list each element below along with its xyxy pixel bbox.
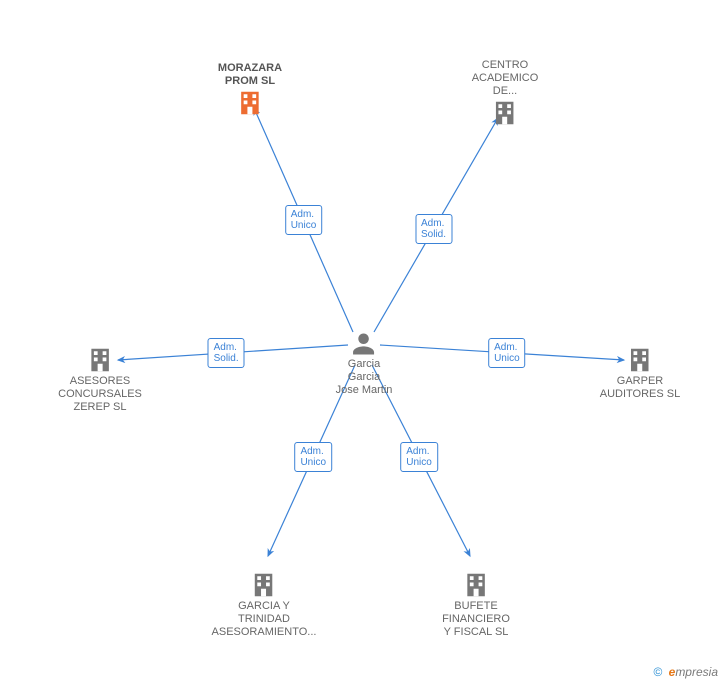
- person-icon: [350, 330, 378, 358]
- node-label: GARCIA Y TRINIDAD ASESORAMIENTO...: [212, 600, 317, 639]
- node-label: CENTRO ACADEMICO DE...: [472, 59, 539, 98]
- node-label: MORAZARA PROM SL: [218, 62, 282, 88]
- edge-label: Adm. Unico: [488, 338, 526, 368]
- edge-label: Adm. Solid.: [415, 214, 452, 244]
- node-bufete: BUFETE FINANCIERO Y FISCAL SL: [442, 570, 510, 639]
- node-label: GARPER AUDITORES SL: [600, 375, 681, 401]
- center-label: Garcia Garcia Jose Martin: [336, 358, 393, 397]
- edge-label: Adm. Unico: [400, 442, 438, 472]
- building-icon: [490, 98, 520, 128]
- node-label: ASESORES CONCURSALES ZEREP SL: [58, 375, 142, 414]
- diagram-canvas: Garcia Garcia Jose Martin MORAZARA PROM …: [0, 0, 728, 685]
- edge-label: Adm. Unico: [285, 205, 323, 235]
- copyright-symbol: ©: [653, 665, 662, 679]
- node-garcia_trinidad: GARCIA Y TRINIDAD ASESORAMIENTO...: [212, 570, 317, 639]
- building-icon: [625, 345, 655, 375]
- edge-label: Adm. Solid.: [208, 338, 245, 368]
- edge-label: Adm. Unico: [294, 442, 332, 472]
- node-asesores: ASESORES CONCURSALES ZEREP SL: [58, 345, 142, 414]
- brand-logo: empresia: [669, 665, 718, 679]
- node-garper: GARPER AUDITORES SL: [600, 345, 681, 401]
- node-centro: CENTRO ACADEMICO DE...: [472, 59, 539, 128]
- node-morazara: MORAZARA PROM SL: [218, 62, 282, 118]
- watermark: © empresia: [653, 665, 718, 679]
- center-person-node: Garcia Garcia Jose Martin: [336, 330, 393, 397]
- building-icon: [235, 88, 265, 118]
- building-icon: [85, 345, 115, 375]
- building-icon: [249, 570, 279, 600]
- building-icon: [461, 570, 491, 600]
- node-label: BUFETE FINANCIERO Y FISCAL SL: [442, 600, 510, 639]
